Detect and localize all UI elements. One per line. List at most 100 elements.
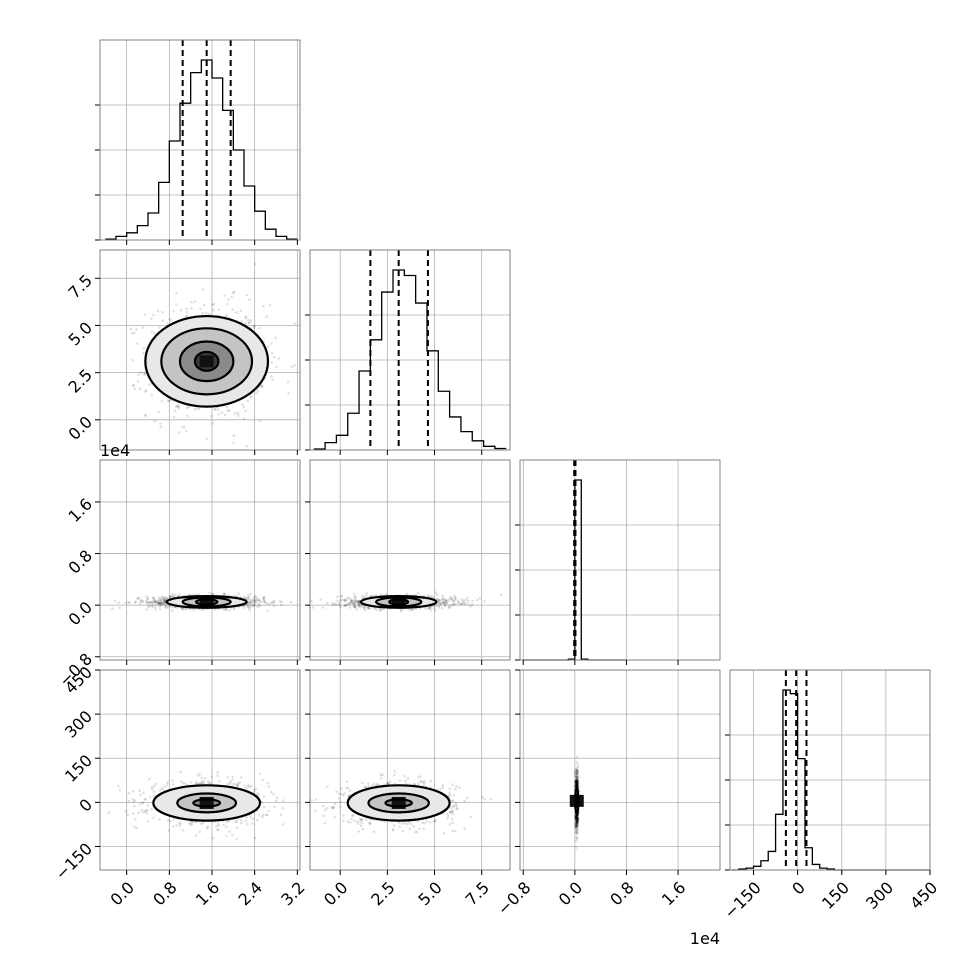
sample-point — [237, 592, 240, 595]
sample-point — [144, 810, 147, 813]
sample-point — [126, 813, 130, 816]
sample-point — [434, 819, 438, 822]
sample-point — [142, 791, 145, 794]
sample-point — [154, 600, 158, 603]
sample-point — [368, 821, 371, 824]
sample-point — [175, 303, 178, 306]
sample-point — [215, 824, 218, 828]
sample-point — [158, 601, 162, 605]
sample-point — [442, 601, 446, 605]
sample-point — [574, 830, 577, 834]
histogram-step-line — [105, 59, 298, 240]
sample-point — [211, 836, 214, 840]
sample-point — [323, 822, 327, 825]
sample-point — [153, 601, 157, 604]
sample-point — [143, 313, 147, 316]
sample-point — [245, 597, 249, 601]
sample-point — [171, 609, 174, 612]
sample-point — [464, 598, 467, 602]
sample-point — [363, 609, 367, 612]
sample-point — [349, 598, 353, 601]
sample-point — [152, 596, 155, 600]
sample-point — [236, 411, 240, 415]
sample-point — [249, 592, 253, 596]
sample-point — [350, 601, 354, 604]
sample-point — [450, 604, 454, 607]
sample-point — [344, 603, 347, 607]
sample-point — [454, 603, 457, 606]
sample-point — [414, 831, 417, 834]
sample-point — [148, 601, 152, 604]
sample-point — [175, 404, 179, 408]
sample-point — [201, 312, 205, 315]
sample-point — [160, 399, 164, 403]
sample-point — [575, 782, 579, 785]
contour-line — [152, 784, 262, 822]
sample-point — [179, 822, 182, 826]
sample-point — [249, 396, 253, 399]
sample-point — [246, 605, 250, 609]
sample-point — [156, 600, 159, 603]
sample-point — [576, 778, 579, 781]
sample-point — [156, 601, 160, 605]
sample-point — [293, 322, 297, 325]
sample-point — [262, 596, 265, 599]
sample-point — [254, 600, 257, 604]
sample-point — [185, 314, 189, 318]
sample-point — [153, 332, 157, 335]
sample-point — [339, 787, 343, 790]
sample-point — [339, 599, 343, 602]
histogram-step-line — [313, 269, 507, 450]
sample-point — [158, 600, 161, 604]
sample-point — [354, 595, 357, 599]
sample-point — [442, 596, 445, 600]
sample-point — [181, 607, 185, 610]
sample-point — [433, 820, 437, 824]
sample-point — [160, 602, 163, 605]
sample-point — [360, 824, 363, 828]
sample-point — [349, 601, 352, 605]
sample-point — [231, 778, 234, 781]
sample-point — [232, 434, 236, 437]
sample-point — [166, 819, 170, 822]
sample-point — [573, 772, 577, 776]
sample-point — [448, 811, 452, 814]
sample-point — [391, 828, 395, 831]
sample-point — [475, 598, 479, 602]
sample-point — [185, 406, 189, 410]
sample-point — [350, 817, 353, 821]
sample-point — [232, 607, 236, 611]
sample-point — [170, 606, 174, 609]
sample-point — [574, 785, 577, 788]
sample-point — [358, 603, 361, 606]
sample-point — [249, 601, 252, 604]
sample-point — [144, 388, 148, 392]
sample-point — [194, 780, 198, 784]
sample-point — [471, 599, 474, 603]
sample-point — [422, 782, 426, 786]
sample-point — [244, 322, 247, 325]
sample-point — [448, 791, 452, 794]
sample-point — [338, 603, 342, 607]
sample-point — [240, 776, 243, 779]
sample-point — [150, 317, 153, 320]
sample-point — [453, 599, 457, 603]
sample-point — [117, 601, 121, 604]
sample-point — [225, 608, 229, 611]
sample-point — [454, 801, 458, 805]
sample-point — [576, 765, 580, 768]
sample-point — [436, 597, 439, 600]
sample-point — [159, 425, 163, 429]
sample-point — [417, 775, 420, 779]
sample-point — [224, 608, 228, 611]
sample-point — [248, 601, 252, 604]
sample-point — [350, 599, 353, 603]
sample-point — [445, 599, 448, 602]
sample-point — [576, 767, 579, 770]
sample-point — [198, 772, 201, 776]
sample-point — [142, 351, 145, 355]
sample-point — [440, 598, 444, 601]
sample-point — [146, 597, 149, 601]
sample-point — [417, 782, 420, 785]
sample-point — [231, 775, 234, 778]
